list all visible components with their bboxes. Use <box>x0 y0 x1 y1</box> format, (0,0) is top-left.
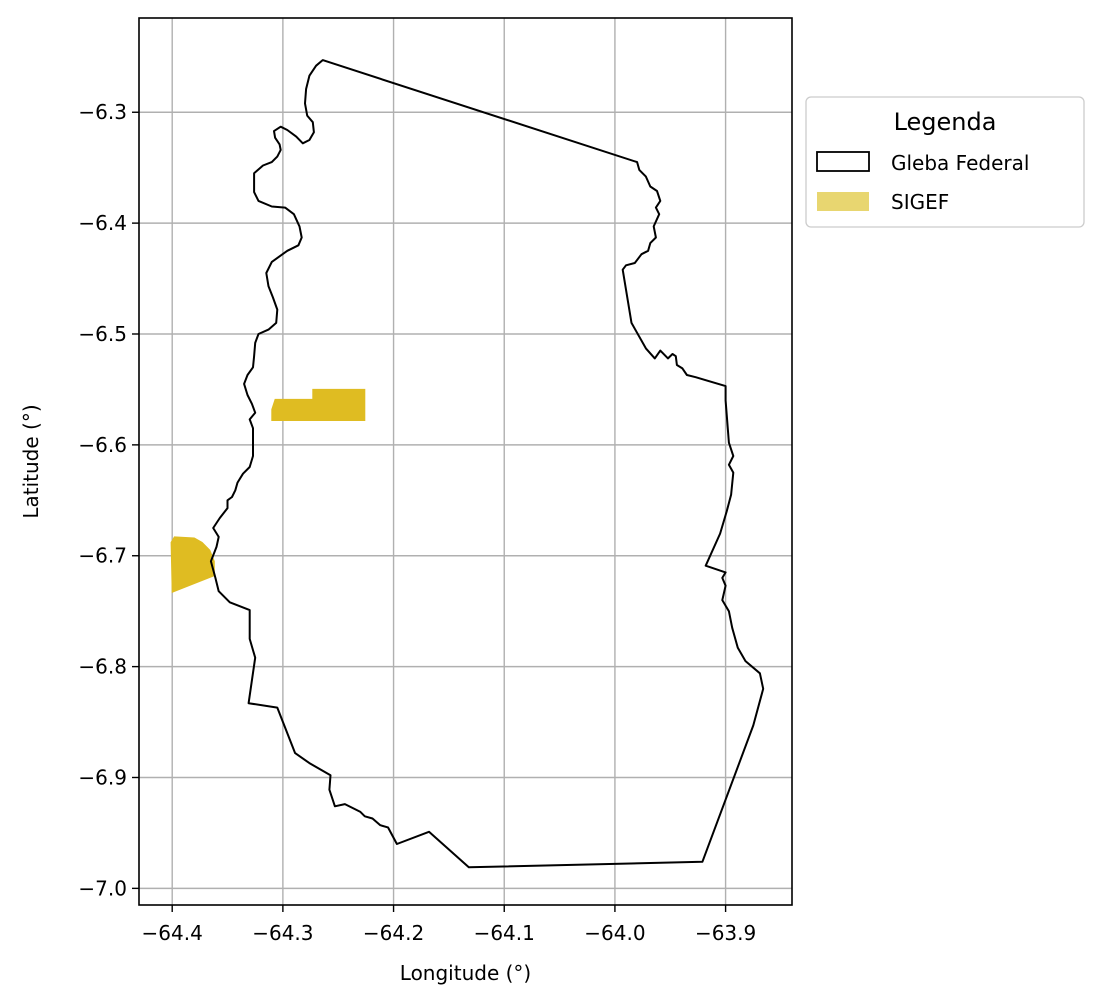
legend-label-sigef: SIGEF <box>891 190 949 214</box>
x-axis-ticks: −64.4 −64.3 −64.2 −64.1 −64.0 −63.9 <box>142 905 756 945</box>
legend-swatch-sigef <box>817 192 869 211</box>
x-tick-label: −64.3 <box>252 921 313 945</box>
y-tick-label: −6.5 <box>78 322 127 346</box>
legend-label-gleba-federal: Gleba Federal <box>891 151 1029 175</box>
plot-frame <box>138 17 793 906</box>
x-tick-label: −63.9 <box>695 921 756 945</box>
y-tick-label: −6.7 <box>78 544 127 568</box>
x-tick-label: −64.1 <box>474 921 535 945</box>
y-tick-label: −7.0 <box>78 876 127 900</box>
y-tick-label: −6.9 <box>78 765 127 789</box>
sigef-polygon-1 <box>271 388 366 421</box>
y-tick-label: −6.6 <box>78 433 127 457</box>
gleba-federal-polygon-1 <box>209 59 765 869</box>
legend-box <box>805 96 1085 228</box>
map-layers <box>170 59 765 869</box>
y-axis-ticks: −6.3 −6.4 −6.5 −6.6 −6.7 −6.8 −6.9 −7.0 <box>78 100 139 900</box>
y-axis-label: Latitude (°) <box>19 404 43 518</box>
x-tick-label: −64.2 <box>363 921 424 945</box>
legend: Legenda Gleba Federal SIGEF <box>805 96 1085 228</box>
legend-swatch-gleba-federal <box>816 151 870 172</box>
legend-title: Legenda <box>894 108 997 136</box>
y-tick-label: −6.4 <box>78 211 127 235</box>
x-tick-label: −64.4 <box>142 921 203 945</box>
y-tick-label: −6.8 <box>78 655 127 679</box>
x-axis-label: Longitude (°) <box>400 961 531 985</box>
y-tick-label: −6.3 <box>78 100 127 124</box>
sigef-polygon-2 <box>170 536 215 594</box>
grid <box>139 18 792 905</box>
x-tick-label: −64.0 <box>584 921 645 945</box>
